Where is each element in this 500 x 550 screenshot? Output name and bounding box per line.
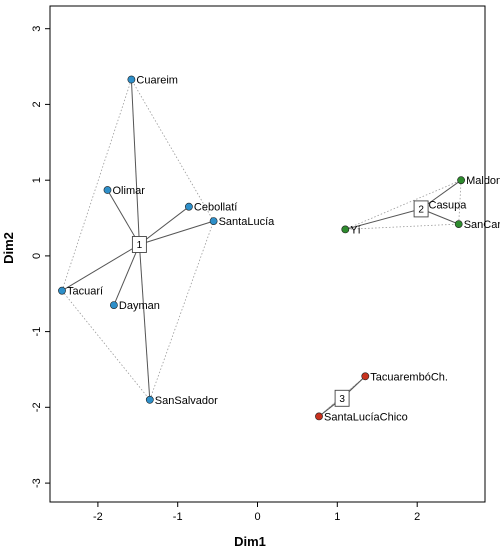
- point-label: Casupa: [429, 199, 468, 211]
- x-axis-ticks: -2 -1 0 1 2: [93, 502, 420, 523]
- cluster-spokes: [61, 79, 462, 417]
- cluster-centers: 1 2 3: [131, 200, 429, 407]
- data-point: [110, 301, 118, 309]
- point-label: SanCarlos: [464, 219, 500, 231]
- cluster-spoke: [61, 244, 140, 292]
- cluster-center-label: 3: [339, 394, 345, 405]
- point-labels: Cuareim Olimar Cebollatí SantaLucía Tacuarí D…: [67, 75, 500, 424]
- y-tick-label: 3: [31, 26, 43, 32]
- x-tick-label: -2: [93, 511, 103, 523]
- point-label: Olimar: [113, 185, 146, 197]
- point-label: Yí: [350, 224, 360, 236]
- data-point: [457, 176, 465, 185]
- cluster-hull: [345, 179, 462, 230]
- y-axis-title: Dim2: [1, 232, 16, 264]
- data-point: [341, 225, 350, 234]
- y-tick-label: -2: [31, 402, 43, 412]
- cluster-spoke: [138, 244, 151, 400]
- x-tick-label: 0: [254, 511, 260, 523]
- data-point: [209, 217, 218, 225]
- y-tick-label: 2: [31, 101, 43, 107]
- cluster-center-label: 2: [418, 204, 424, 215]
- cluster-center-label: 1: [137, 240, 143, 251]
- cluster-spoke: [139, 220, 214, 245]
- point-label: Cuareim: [136, 75, 178, 87]
- point-label: Maldonado: [466, 175, 500, 187]
- cluster-center-box: [131, 236, 147, 253]
- y-axis-ticks: -3 -2 -1 0 1 2 3: [31, 26, 50, 488]
- data-point: [127, 75, 136, 84]
- data-point: [454, 220, 463, 228]
- cluster-hulls: [61, 78, 462, 417]
- data-point: [58, 286, 66, 295]
- cluster-hull: [318, 375, 366, 417]
- cluster-spoke: [107, 189, 140, 245]
- y-tick-label: -1: [31, 327, 43, 337]
- x-tick-label: -1: [173, 511, 183, 523]
- point-label: Tacuarí: [67, 286, 103, 298]
- point-label: Cebollatí: [194, 202, 237, 214]
- x-tick-label: 1: [334, 511, 340, 523]
- data-point: [103, 186, 112, 194]
- plot-frame: [49, 5, 486, 503]
- cluster-spoke: [130, 79, 140, 245]
- point-label: Dayman: [119, 300, 160, 312]
- data-point: [361, 372, 370, 381]
- data-point: [145, 395, 154, 404]
- y-tick-label: -3: [31, 478, 43, 488]
- cluster-center-box: [334, 389, 350, 407]
- x-tick-label: 2: [414, 511, 420, 523]
- cluster-center-box: [413, 200, 429, 218]
- point-label: SantaLucía: [219, 216, 276, 228]
- cluster-spoke: [113, 244, 140, 306]
- y-tick-label: 0: [31, 253, 43, 259]
- data-point: [315, 412, 323, 421]
- y-tick-label: 1: [31, 177, 43, 183]
- point-label: SantaLucíaChico: [324, 411, 408, 423]
- x-axis-title: Dim1: [234, 534, 266, 549]
- cluster-spoke: [345, 208, 422, 230]
- point-label: SanSalvador: [155, 395, 218, 407]
- data-point: [184, 202, 193, 211]
- cluster-spoke: [139, 206, 190, 245]
- data-points: [58, 75, 465, 421]
- point-label: TacuarembóCh.: [370, 371, 448, 383]
